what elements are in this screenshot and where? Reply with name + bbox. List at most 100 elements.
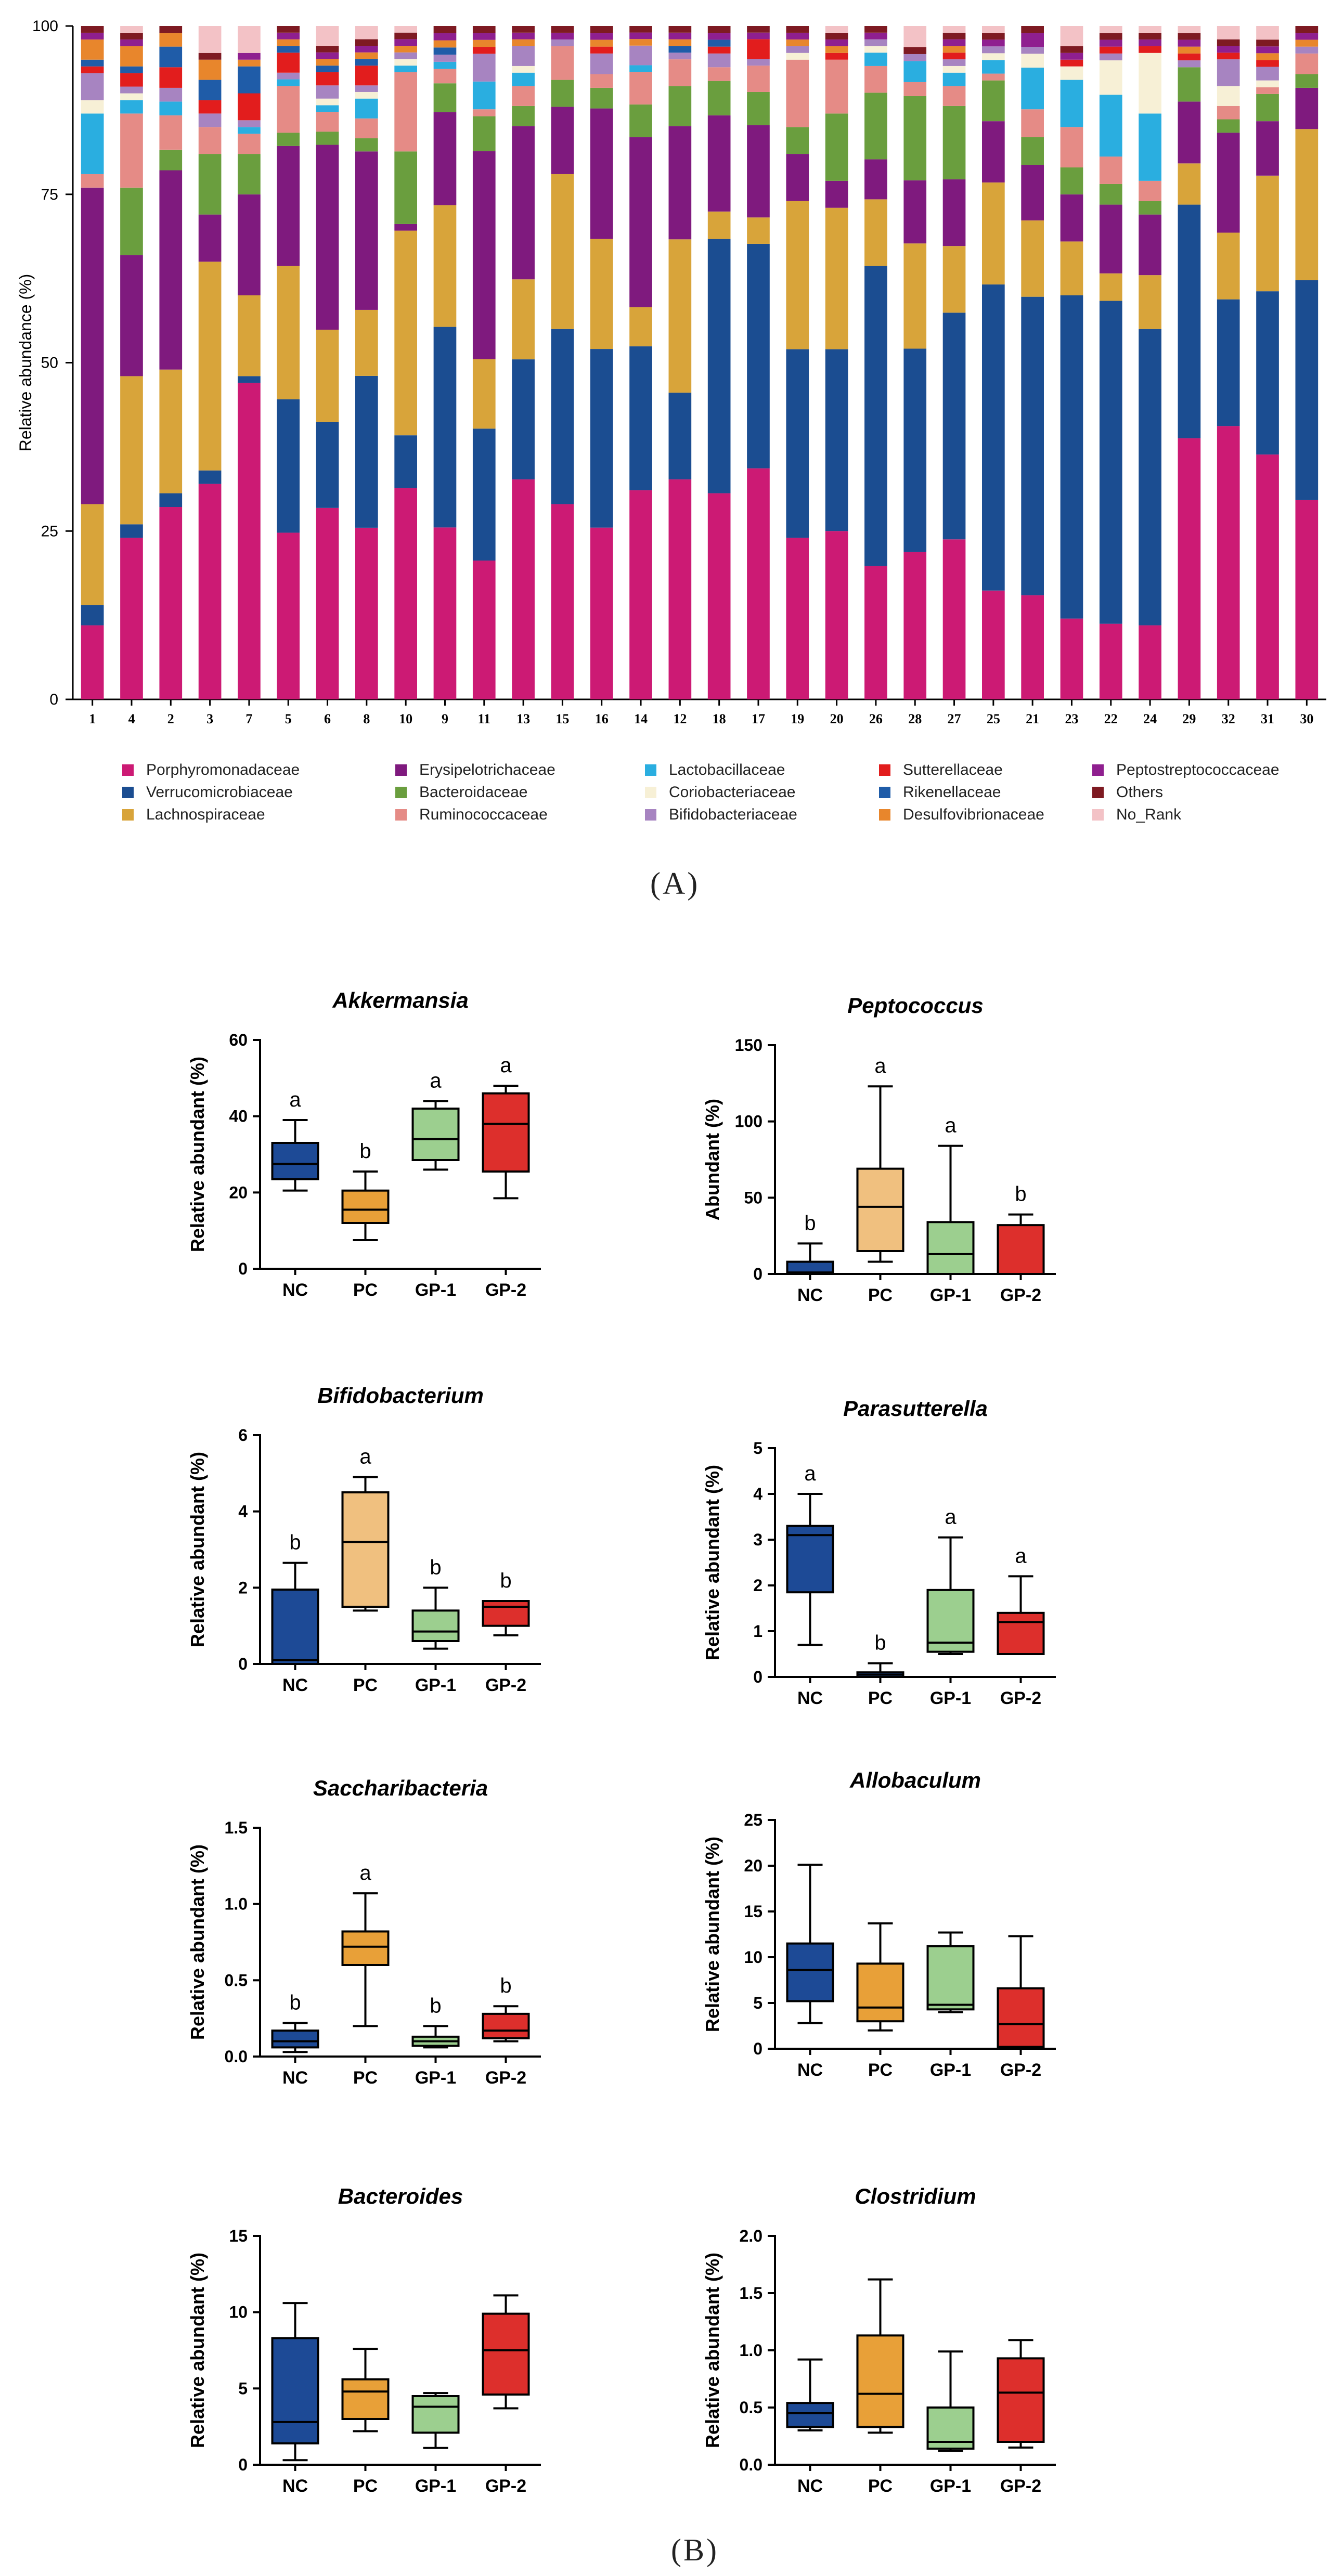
bar-segment-desulfovibrionaceae: [1256, 53, 1279, 60]
bar-segment-erysipelotrichaceae: [786, 154, 809, 201]
legend-label-bacteroidaceae: Bacteroidaceae: [419, 784, 527, 801]
y-axis-title: Abundant (%): [702, 1099, 723, 1220]
legend-label-bifidobacteriaceae: Bifidobacteriaceae: [669, 806, 797, 823]
bar-segment-no-rank: [1139, 26, 1161, 33]
bar-segment-peptostreptococcaceae: [864, 32, 887, 40]
box-gp-1: [411, 1609, 460, 1643]
y-tick-label: 0.0: [740, 2455, 763, 2474]
x-tick-label: 19: [791, 711, 804, 726]
bar-segment-peptostreptococcaceae: [1178, 40, 1201, 47]
bar-segment-sutterellaceae: [472, 47, 496, 54]
significance-letter: b: [804, 1212, 816, 1234]
y-axis-title: Relative abundant (%): [702, 2253, 723, 2448]
bar-segment-desulfovibrionaceae: [433, 40, 457, 48]
y-tick-label: 5: [753, 1439, 763, 1458]
x-tick-label: NC: [797, 1285, 823, 1305]
bar-segment-sutterellaceae: [120, 73, 143, 87]
legend-label-no-rank: No_Rank: [1116, 806, 1182, 823]
bar-segment-porphyromonadaceae: [1139, 625, 1161, 699]
bar-segment-peptostreptococcaceae: [942, 39, 966, 46]
bar-segment-bacteroidaceae: [512, 106, 535, 126]
x-tick-label: 15: [555, 711, 569, 726]
bar-segment-desulfovibrionaceae: [120, 46, 143, 67]
bar-segment-ruminococcaceae: [120, 113, 143, 188]
bar-segment-desulfovibrionaceae: [825, 46, 848, 53]
bar-segment-erysipelotrichaceae: [394, 224, 417, 231]
bar-segment-erysipelotrichaceae: [825, 180, 848, 208]
bar-segment-erysipelotrichaceae: [277, 146, 300, 266]
bar-segment-rikenellaceae: [198, 80, 222, 100]
x-tick-label: GP-1: [930, 2476, 971, 2496]
bar-segment-desulfovibrionaceae: [81, 39, 104, 60]
bar-segment-others: [433, 26, 457, 33]
bar-segment-others: [355, 39, 378, 46]
bar-segment-porphyromonadaceae: [668, 479, 692, 699]
x-tick-label: GP-1: [930, 1285, 971, 1305]
y-tick-label: 6: [238, 1426, 248, 1445]
bar-segment-porphyromonadaceae: [982, 590, 1005, 699]
chart-title: Parasutterella: [843, 1396, 988, 1421]
bar-segment-bacteroidaceae: [1021, 137, 1044, 165]
bar-segment-ruminococcaceae: [668, 59, 692, 86]
bar-segment-ruminococcaceae: [472, 109, 496, 116]
bar-segment-ruminococcaceae: [551, 46, 574, 80]
x-tick-label: 30: [1300, 711, 1313, 726]
bar-segment-verrucomicrobiaceae: [1217, 299, 1240, 426]
significance-letter: a: [430, 1069, 442, 1092]
bar-segment-others: [747, 26, 770, 33]
chart-title: Clostridium: [855, 2184, 976, 2208]
box-gp-2: [482, 1092, 530, 1173]
bar-segment-verrucomicrobiaceae: [159, 493, 183, 507]
y-tick-label: 0: [238, 2455, 248, 2474]
x-tick-label: 3: [206, 711, 213, 726]
bar-segment-lachnospiraceae: [707, 211, 731, 239]
bar-segment-peptostreptococcaceae: [551, 32, 574, 40]
bar-segment-bifidobacteriaceae: [747, 59, 770, 66]
bar-segment-peptostreptococcaceae: [512, 32, 535, 40]
bar-segment-bifidobacteriaceae: [277, 72, 300, 80]
bar-segment-verrucomicrobiaceae: [825, 349, 848, 531]
bar-segment-peptostreptococcaceae: [120, 39, 143, 46]
bar-segment-lachnospiraceae: [512, 279, 535, 360]
significance-letter: a: [1015, 1544, 1027, 1567]
bar-segment-ruminococcaceae: [394, 72, 417, 152]
significance-letter: b: [359, 1140, 371, 1163]
bar-segment-porphyromonadaceae: [825, 531, 848, 699]
x-tick-label: 27: [948, 711, 961, 726]
bar-segment-others: [1217, 39, 1240, 46]
bar-segment-erysipelotrichaceae: [81, 187, 104, 504]
bar-segment-others: [472, 26, 496, 33]
bar-segment-erysipelotrichaceae: [1217, 133, 1240, 233]
bar-segment-ruminococcaceae: [864, 66, 887, 93]
y-axis-title: Relative abundant (%): [187, 2253, 208, 2448]
bar-segment-lactobacillaceae: [120, 100, 143, 114]
clostridium-boxplot: Clostridium Relative abundant (%) 0.0 0.5 1.…: [702, 2184, 1056, 2496]
bar-segment-verrucomicrobiaceae: [1099, 301, 1122, 624]
y-tick-label: 0: [753, 1265, 763, 1283]
box-gp-1: [411, 2395, 460, 2434]
bar-segment-desulfovibrionaceae: [394, 46, 417, 53]
bar-segment-others: [864, 26, 887, 33]
bar-segment-others: [982, 33, 1005, 40]
bar-segment-verrucomicrobiaceae: [903, 348, 927, 552]
bar-segment-bacteroidaceae: [159, 149, 183, 171]
bar-segment-bacteroidaceae: [433, 83, 457, 112]
x-tick-label: PC: [868, 2060, 893, 2080]
bar-segment-desulfovibrionaceae: [159, 33, 183, 47]
bar-segment-porphyromonadaceae: [120, 538, 143, 699]
bar-segment-ruminococcaceae: [159, 115, 183, 150]
bar-segment-coriobacteriaceae: [355, 92, 378, 99]
y-tick-label: 100: [32, 18, 58, 35]
bar-segment-verrucomicrobiaceae: [1139, 329, 1161, 626]
x-tick-label: 20: [830, 711, 844, 726]
bar-segment-bifidobacteriaceae: [1217, 59, 1240, 86]
bar-segment-sutterellaceae: [707, 46, 731, 54]
bar-segment-no-rank: [903, 26, 927, 47]
bar-segment-peptostreptococcaceae: [982, 40, 1005, 47]
bar-segment-peptostreptococcaceae: [1060, 53, 1083, 60]
bar-segment-porphyromonadaceae: [512, 479, 535, 699]
x-tick-label: 8: [363, 711, 370, 726]
x-tick-label: 5: [285, 711, 292, 726]
significance-letter: b: [289, 1991, 301, 2014]
allobaculum-boxplot: Allobaculum Relative abundant (%) 0 5 10 15 20…: [702, 1768, 1056, 2080]
